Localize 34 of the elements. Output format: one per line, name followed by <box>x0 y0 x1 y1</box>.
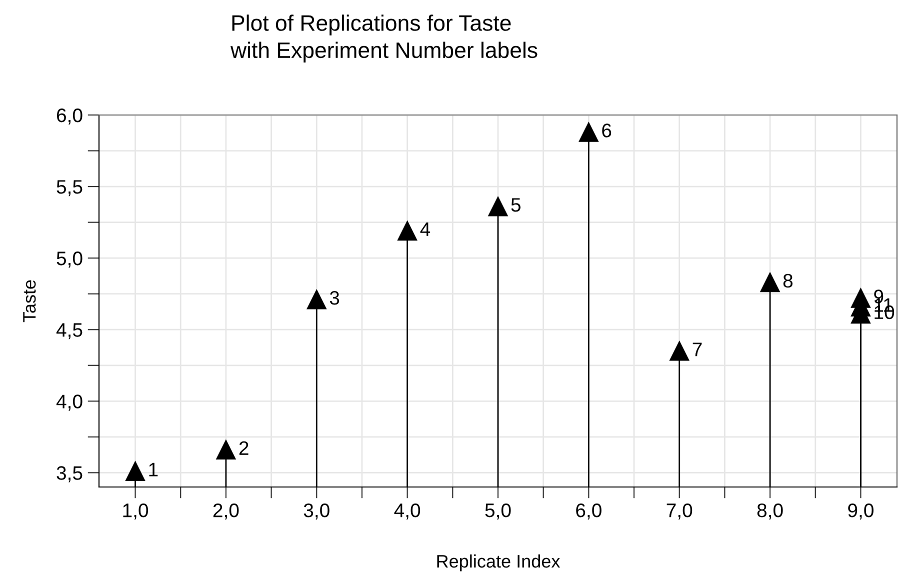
annotation: 4 <box>420 222 430 236</box>
y-tick-label: 3,5 <box>56 466 82 482</box>
x-tick-label: 1,0 <box>123 503 148 520</box>
x-tick-label: 4,0 <box>394 503 420 520</box>
annotation: 5 <box>511 198 520 212</box>
x-axis-title: Replicate Index <box>437 554 560 572</box>
x-tick-label: 2,0 <box>213 503 239 520</box>
y-tick-label: 5,5 <box>56 180 82 196</box>
y-tick-label: 6,0 <box>56 108 82 125</box>
x-tick-label: 3,0 <box>304 503 330 520</box>
x-tick-label: 9,0 <box>848 503 874 520</box>
x-tick-label: 5,0 <box>485 503 511 520</box>
y-tick-label: 4,5 <box>56 323 82 340</box>
y-tick-label: 5,0 <box>56 252 82 268</box>
point <box>398 221 418 241</box>
chart-title: Plot of Replications for Taste with Experiment Number labels <box>230 14 538 62</box>
point <box>306 290 326 310</box>
point <box>578 122 598 142</box>
annotation: 3 <box>330 291 340 305</box>
x-tick-label: 7,0 <box>666 503 692 520</box>
annotation: 8 <box>783 274 793 288</box>
point <box>760 272 780 292</box>
point <box>488 196 508 216</box>
annotation: 6 <box>602 124 612 138</box>
point <box>670 341 690 361</box>
annotation: 2 <box>239 441 248 455</box>
point <box>216 440 236 460</box>
point <box>126 462 145 481</box>
y-tick-label: 4,0 <box>56 394 82 411</box>
annotation: 1 <box>149 462 158 476</box>
y-axis-title: Taste <box>23 280 36 322</box>
x-tick-label: 8,0 <box>757 503 783 520</box>
x-tick-label: 6,0 <box>576 503 602 520</box>
annotation: 7 <box>692 342 702 356</box>
